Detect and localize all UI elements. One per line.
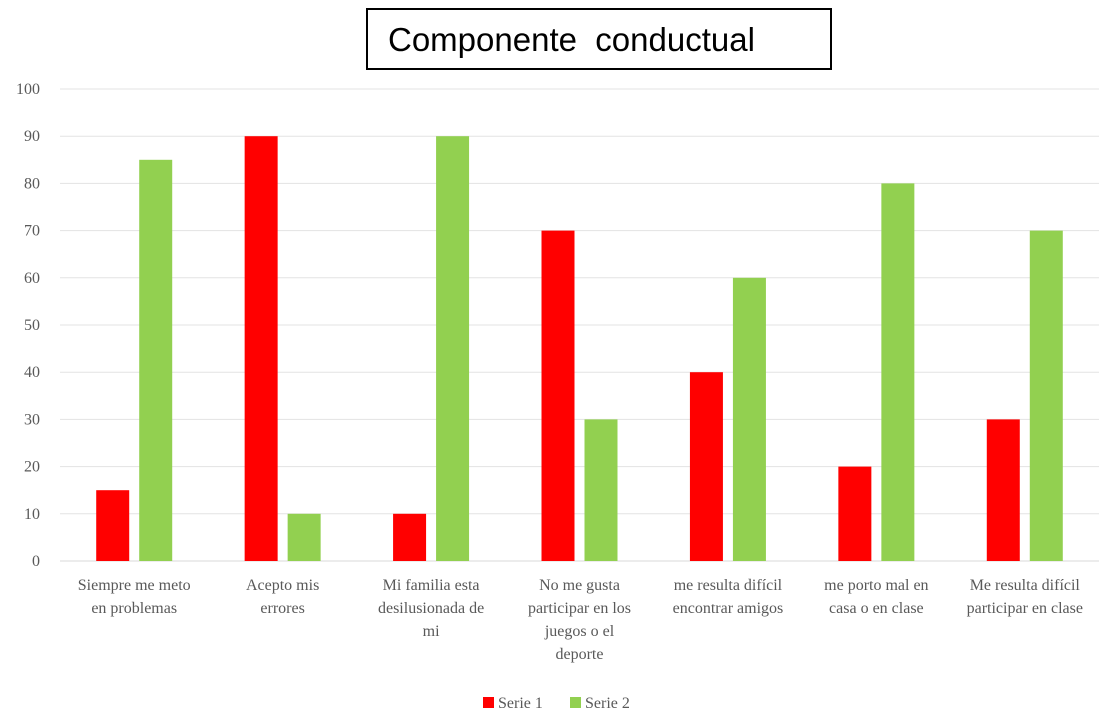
- bar-series2-5: [881, 183, 915, 561]
- x-category-label: No me gusta participar en los juegos o el d…: [528, 577, 631, 663]
- legend-label-series2: Serie 2: [585, 695, 630, 712]
- bar-series1-2: [393, 513, 427, 561]
- bar-series2-0: [139, 159, 173, 562]
- legend-swatch-series2: [570, 697, 581, 708]
- bar-series2-1: [287, 513, 321, 561]
- y-tick-label: 70: [24, 223, 40, 240]
- bar-series2-6: [1029, 230, 1063, 561]
- bar-series2-2: [436, 136, 470, 561]
- y-tick-label: 40: [24, 364, 40, 381]
- legend-label-series1: Serie 1: [498, 695, 543, 712]
- gridlines: [60, 88, 1099, 562]
- bar-series1-1: [244, 136, 278, 561]
- chart-title: Componente conductual: [366, 8, 832, 70]
- y-tick-label: 30: [24, 411, 40, 428]
- y-tick-label: 90: [24, 128, 40, 145]
- x-axis-labels: Siempre me meto en problemas Acepto mis err…: [78, 577, 1083, 663]
- x-category-label: Me resulta difícil participar en clase: [967, 577, 1083, 617]
- y-tick-label: 0: [32, 553, 40, 570]
- y-tick-label: 100: [16, 81, 40, 98]
- bar-series2-4: [732, 277, 766, 561]
- y-axis-ticks: 0 10 20 30 40 50 60 70 80 90 100: [16, 81, 40, 570]
- y-tick-label: 80: [24, 175, 40, 192]
- x-category-label: Siempre me meto en problemas: [78, 577, 191, 617]
- bar-series1-4: [689, 372, 723, 561]
- x-category-label: Acepto mis errores: [246, 577, 319, 617]
- bar-series1-6: [986, 419, 1020, 561]
- x-category-label: me porto mal en casa o en clase: [824, 577, 928, 617]
- y-tick-label: 60: [24, 270, 40, 287]
- bar-series1-5: [838, 466, 872, 561]
- bar-series1-3: [541, 230, 575, 561]
- legend: Serie 1 Serie 2: [483, 695, 630, 712]
- y-tick-label: 10: [24, 506, 40, 523]
- x-category-label: me resulta difícil encontrar amigos: [673, 577, 784, 617]
- x-category-label: Mi familia esta desilusionada de mi: [378, 577, 484, 640]
- y-tick-label: 50: [24, 317, 40, 334]
- bars: [96, 136, 1063, 562]
- y-tick-label: 20: [24, 459, 40, 476]
- legend-swatch-series1: [483, 697, 494, 708]
- bar-series1-0: [96, 490, 130, 561]
- bar-series2-3: [584, 419, 618, 561]
